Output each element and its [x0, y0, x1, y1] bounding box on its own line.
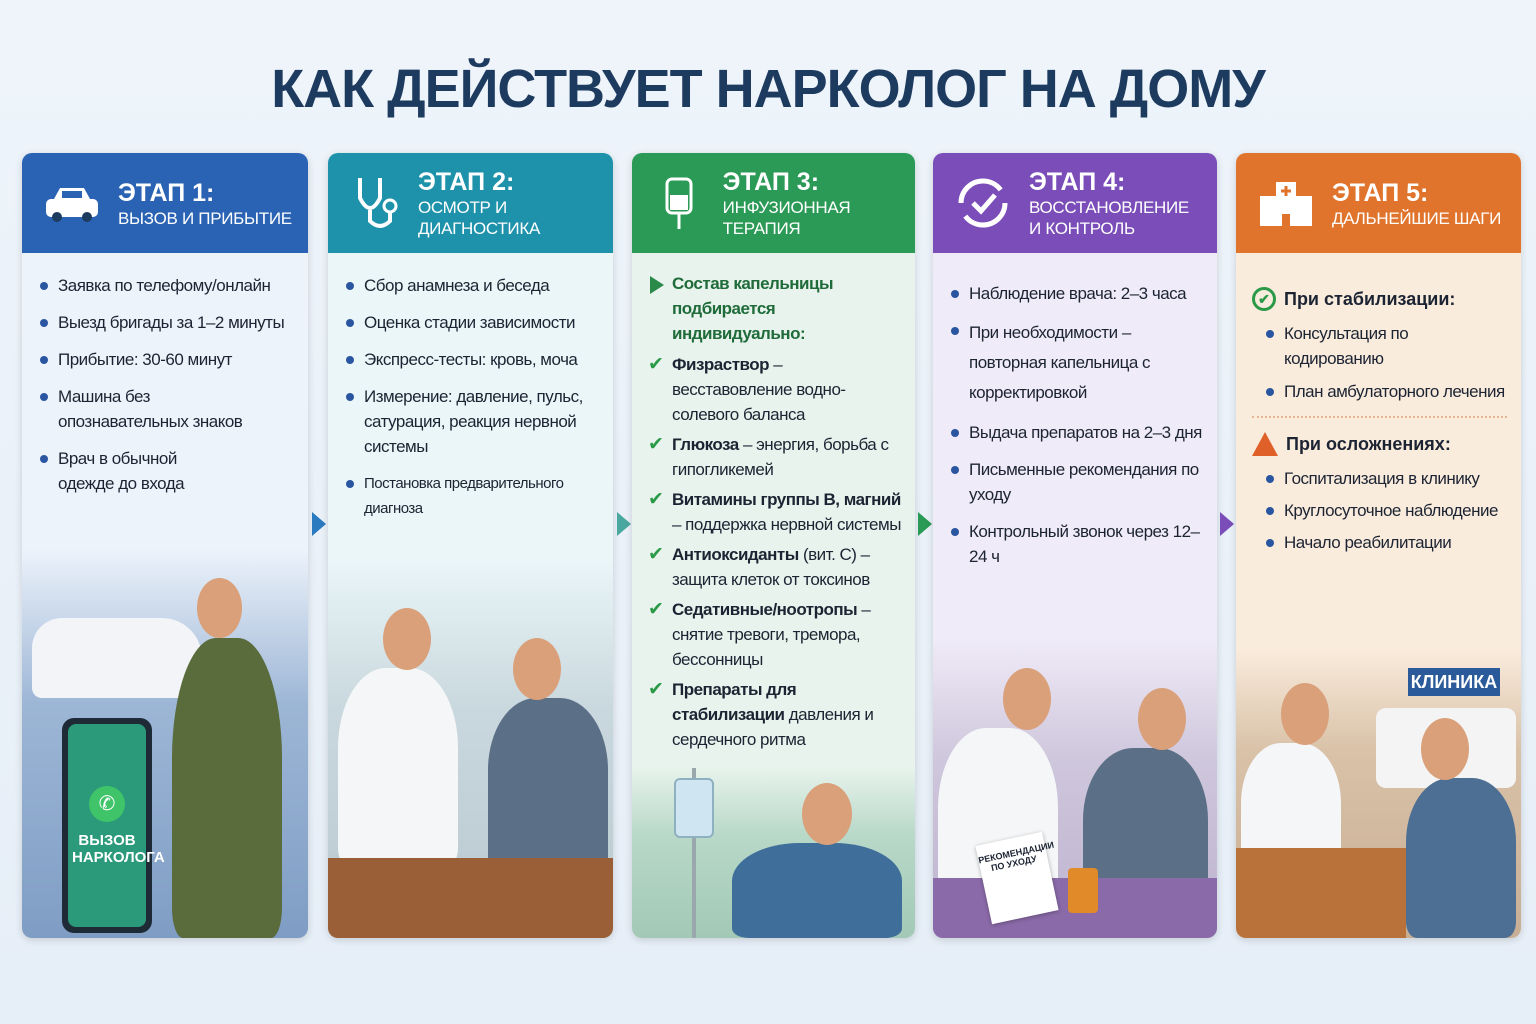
- list-item: Глюкоза – энергия, борьба с гипогликемей: [648, 432, 901, 482]
- examination-illustration: [328, 558, 613, 938]
- refresh-check-icon: [951, 171, 1015, 235]
- stage-number: ЭТАП 2:: [417, 168, 515, 196]
- phone-illustration: ✆ ВЫЗОВ НАРКОЛОГА: [62, 718, 165, 933]
- stage-3-card: ЭТАП 3: Инфузионная терапия Состав капель…: [632, 153, 915, 938]
- list-item: Врач в обычной одежде до входа: [38, 446, 228, 496]
- list-item: Физраствор – весставовление водно-солево…: [648, 352, 901, 427]
- stage-number: ЭТАП 3:: [722, 168, 820, 196]
- list-item: Заявка по телефому/онлайн: [38, 273, 294, 298]
- list-item: Сбор анамнеза и беседа: [344, 273, 599, 298]
- list-item: Антиоксиданты (вит. С) – защита клеток о…: [648, 542, 901, 592]
- patient-figure: [732, 843, 902, 938]
- list-item: Препараты для стабилизации давления и се…: [648, 677, 901, 752]
- page-title: КАК ДЕЙСТВУЕТ НАРКОЛОГ НА ДОМУ: [271, 59, 1266, 119]
- arrow-right-icon: [312, 512, 326, 536]
- list-item: Круглосуточное наблюдение: [1264, 498, 1507, 523]
- list-item: Начало реабилитации: [1264, 530, 1507, 555]
- infusion-illustration: [632, 768, 915, 938]
- phone-call-icon: ✆: [89, 785, 125, 822]
- doctor-figure: [338, 668, 458, 868]
- patient-head: [1138, 688, 1186, 750]
- clinic-sign: КЛИНИКА: [1408, 668, 1500, 696]
- stage-1-header: ЭТАП 1: Вызов и прибытие: [22, 153, 308, 253]
- stage-4-header: ЭТАП 4: Восстановление и контроль: [933, 153, 1217, 253]
- list-item: Консультация по кодированию: [1264, 321, 1507, 371]
- patient-figure: [488, 698, 608, 878]
- section-title: При осложнениях:: [1286, 433, 1451, 454]
- list-item: Измерение: давление, пульс, сатурация, р…: [344, 384, 599, 459]
- stage-5-header: ЭТАП 5: Дальнейшие шаги: [1236, 153, 1521, 253]
- intro-text: Состав капельницы подбирается индивидуал…: [648, 271, 901, 346]
- car-icon: [40, 171, 104, 235]
- list-item: Оценка стадии зависимости: [344, 310, 599, 335]
- iv-drip-icon: [650, 171, 709, 235]
- iv-bag-illustration: [674, 778, 714, 838]
- list-item: Выезд бригады за 1–2 минуты: [38, 310, 294, 335]
- stage-5-card: ЭТАП 5: Дальнейшие шаги ✔ При стабилизации…: [1236, 153, 1521, 938]
- stage-subtitle: Восстановление и контроль: [1029, 198, 1189, 238]
- list-item: Госпитализация в клинику: [1264, 466, 1507, 491]
- iv-stand: [692, 768, 696, 938]
- stage-4-card: ЭТАП 4: Восстановление и контроль Наблюде…: [933, 153, 1217, 938]
- list-item: Седативные/ноотропы – снятие тревоги, тр…: [648, 597, 901, 672]
- stage-number: ЭТАП 4:: [1029, 168, 1126, 196]
- hospital-icon: [1254, 171, 1318, 235]
- list-item: Наблюдение врача: 2–3 часа: [949, 281, 1203, 306]
- list-item: Прибытие: 30-60 минут: [38, 347, 294, 372]
- warning-icon: [1252, 432, 1278, 456]
- arrow-right-icon: [1220, 512, 1234, 536]
- table-illustration: [328, 858, 613, 938]
- car-illustration: [32, 618, 202, 698]
- list-item: Постановка предварительного диагноза: [344, 471, 599, 521]
- patient-figure: [1406, 778, 1516, 938]
- arrow-right-icon: [617, 512, 631, 536]
- stethoscope-icon: [346, 171, 404, 235]
- list-item: Контрольный звонок через 12–24 ч: [949, 519, 1203, 569]
- stage-1-card: ЭТАП 1: Вызов и прибытие Заявка по телефо…: [22, 153, 308, 938]
- list-item: При необходимости – повторная капельница…: [949, 318, 1203, 408]
- doctor-head: [1003, 668, 1051, 730]
- recovery-illustration: РЕКОМЕНДАЦИИ ПО УХОДУ: [933, 638, 1217, 938]
- stage-2-card: ЭТАП 2: Осмотр и диагностика Сбор анамнез…: [328, 153, 613, 938]
- doctor-head: [197, 578, 242, 638]
- patient-head: [513, 638, 561, 700]
- arrival-illustration: ✆ ВЫЗОВ НАРКОЛОГА: [22, 548, 308, 938]
- doctor-head: [383, 608, 431, 670]
- desk-illustration: [1236, 848, 1406, 938]
- list-item: Письменные рекомендания по уходу: [949, 457, 1203, 507]
- patient-head: [802, 783, 852, 845]
- arrow-right-icon: [918, 512, 932, 536]
- stage-number: ЭТАП 5:: [1332, 178, 1429, 207]
- stage-subtitle: Вызов и прибытие: [118, 208, 292, 228]
- stage-subtitle: Осмотр и диагностика: [417, 198, 540, 238]
- divider: [1252, 416, 1507, 418]
- patient-head: [1421, 718, 1469, 780]
- stage-3-header: ЭТАП 3: Инфузионная терапия: [632, 153, 915, 253]
- section-title: При стабилизации:: [1284, 288, 1456, 309]
- doctor-head: [1281, 683, 1329, 745]
- list-item: Машина без опознавательных знаков: [38, 384, 268, 434]
- stage-2-header: ЭТАП 2: Осмотр и диагностика: [328, 153, 613, 253]
- stage-subtitle: Инфузионная терапия: [722, 198, 851, 238]
- phone-screen-label: ВЫЗОВ НАРКОЛОГА: [72, 831, 165, 866]
- stage-subtitle: Дальнейшие шаги: [1332, 208, 1502, 228]
- check-circle-icon: ✔: [1252, 287, 1276, 311]
- pill-bottle: [1068, 868, 1098, 913]
- stabilization-section: ✔ При стабилизации:: [1252, 287, 1507, 311]
- list-item: Витамины группы В, магний – поддержка не…: [648, 487, 901, 537]
- clinic-illustration: КЛИНИКА: [1236, 648, 1521, 938]
- list-item: Экспресс-тесты: кровь, моча: [344, 347, 599, 372]
- list-item: Выдача препаратов на 2–3 дня: [949, 420, 1203, 445]
- list-item: План амбулаторного лечения: [1264, 379, 1507, 404]
- complications-section: При осложнениях:: [1252, 432, 1507, 456]
- doctor-figure: [172, 638, 282, 938]
- stage-number: ЭТАП 1:: [118, 178, 215, 207]
